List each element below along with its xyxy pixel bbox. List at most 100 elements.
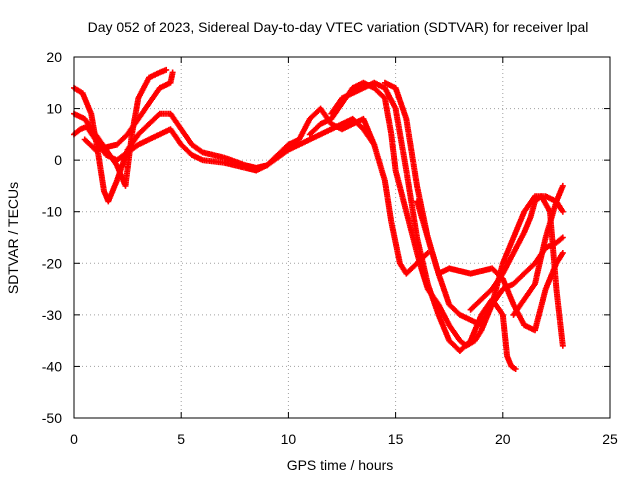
data-point-markers (403, 261, 419, 277)
data-point-markers (510, 297, 527, 318)
data-point-markers (135, 76, 152, 102)
data-point-markers (105, 179, 120, 205)
data-point-markers (521, 194, 537, 215)
data-point-markers (371, 141, 388, 183)
y-tick-label: -20 (42, 255, 62, 271)
data-point-markers (188, 141, 205, 155)
data-point-markers (478, 303, 495, 329)
data-point-markers (178, 126, 194, 147)
data-point-markers (508, 363, 518, 372)
data-point-markers (113, 150, 130, 164)
data-point-markers (146, 86, 162, 107)
data-point-markers (403, 208, 420, 255)
series-trace-10 (510, 182, 566, 318)
x-tick-label: 5 (177, 431, 185, 447)
x-tick-label: 10 (281, 431, 297, 447)
data-point-markers (489, 272, 505, 293)
data-point-markers (135, 122, 151, 138)
y-tick-label: 0 (54, 152, 62, 168)
data-point-markers (274, 142, 291, 158)
data-point-markers (521, 215, 533, 236)
data-point-markers (83, 123, 98, 142)
data-point-markers (471, 328, 484, 344)
series-trace-4 (71, 105, 378, 174)
data-point-markers (435, 301, 452, 327)
data-point (371, 141, 378, 148)
data-point-markers (306, 122, 323, 138)
data-point-markers (388, 219, 403, 265)
data-point-markers (446, 301, 462, 317)
y-axis-label: SDTVAR / TECUs (5, 182, 21, 294)
data-layer (71, 66, 566, 373)
y-tick-label: 10 (46, 101, 62, 117)
tick-layer: 0 5 10 15 20 25 -50 -40 -30 -20 -10 0 10 20 (42, 49, 618, 447)
data-point (559, 182, 566, 189)
x-tick-label: 15 (388, 431, 404, 447)
series-trace-7 (381, 79, 566, 334)
data-point-markers (328, 101, 344, 122)
data-point (559, 342, 566, 349)
data-point-markers (542, 200, 559, 241)
data-point-markers (403, 167, 420, 239)
data-point-markers (435, 311, 452, 342)
data-point-markers (178, 141, 194, 157)
series-trace-9 (467, 193, 566, 349)
data-point (559, 234, 566, 241)
data-point-markers (285, 137, 312, 153)
data-point-markers (553, 235, 565, 246)
data-point-markers (435, 270, 452, 306)
plot-border (73, 56, 611, 419)
data-point-markers (296, 117, 312, 143)
data-point-markers (388, 131, 399, 172)
data-point-markers (199, 157, 226, 166)
y-tick-label: -40 (42, 358, 62, 374)
data-point (512, 366, 519, 373)
data-point-markers (424, 234, 441, 275)
data-point-markers (381, 95, 394, 136)
data-point-markers (146, 111, 162, 127)
data-point-markers (532, 236, 549, 287)
data-point-markers (392, 84, 409, 121)
plot-frame (73, 56, 611, 419)
data-point-markers (467, 297, 484, 313)
data-point-markers (414, 234, 431, 286)
data-point-markers (328, 96, 344, 117)
data-point-markers (510, 271, 526, 287)
x-tick-label: 0 (70, 431, 78, 447)
data-point-markers (360, 115, 377, 147)
x-tick-label: 25 (602, 431, 618, 447)
data-point-markers (403, 115, 420, 188)
data-point-markers (381, 84, 398, 110)
data-point-markers (124, 142, 140, 156)
y-tick-label: -30 (42, 307, 62, 323)
data-point-markers (553, 184, 566, 205)
data-point-markers (456, 338, 473, 354)
data-point-markers (79, 90, 94, 116)
data-point-markers (306, 126, 333, 143)
data-point (169, 69, 176, 76)
data-point-markers (478, 287, 494, 303)
y-tick-label: -50 (42, 410, 62, 426)
y-tick-label: 20 (46, 49, 62, 65)
data-point-markers (392, 167, 409, 213)
data-point-markers (167, 110, 184, 131)
data-point-markers (167, 126, 184, 147)
data-point-markers (381, 177, 394, 224)
x-axis-label: GPS time / hours (287, 457, 394, 473)
data-point (163, 66, 170, 73)
data-point-markers (499, 311, 510, 358)
data-point-markers (199, 149, 226, 161)
data-point-markers (446, 322, 462, 343)
data-point-markers (92, 136, 109, 157)
data-point-markers (424, 280, 441, 317)
data-point-markers (521, 261, 537, 277)
data-point-markers (467, 268, 483, 277)
data-point (559, 249, 566, 256)
data-point-markers (538, 193, 553, 214)
data-point-markers (510, 230, 527, 256)
series-trace-6 (328, 79, 519, 373)
data-point-markers (499, 275, 516, 306)
data-point-markers (521, 282, 537, 303)
data-point-markers (264, 153, 280, 169)
